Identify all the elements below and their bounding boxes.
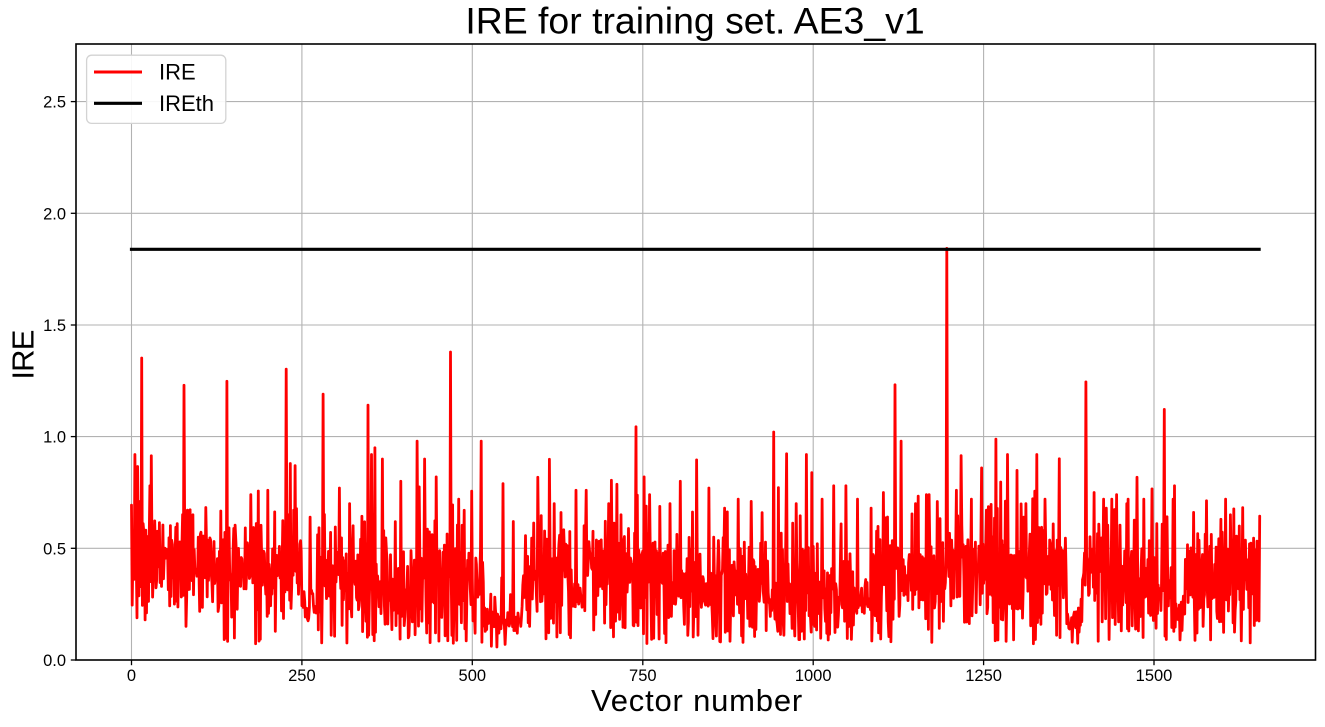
- svg-text:IRE for training set. AE3_v1: IRE for training set. AE3_v1: [465, 0, 924, 42]
- svg-text:1500: 1500: [1136, 667, 1173, 685]
- svg-text:IRE: IRE: [159, 60, 196, 85]
- svg-text:500: 500: [459, 667, 487, 685]
- svg-text:0.0: 0.0: [43, 652, 66, 670]
- svg-text:IRE: IRE: [6, 330, 41, 379]
- svg-text:0: 0: [127, 667, 136, 685]
- svg-text:2.0: 2.0: [43, 205, 66, 223]
- svg-text:2.5: 2.5: [43, 94, 66, 112]
- svg-text:Vector number: Vector number: [591, 683, 803, 718]
- svg-text:1250: 1250: [965, 667, 1002, 685]
- svg-text:1.5: 1.5: [43, 317, 66, 335]
- svg-text:750: 750: [629, 667, 657, 685]
- svg-text:0.5: 0.5: [43, 540, 66, 558]
- svg-text:IREth: IREth: [159, 91, 214, 116]
- svg-text:1.0: 1.0: [43, 429, 66, 447]
- svg-text:1000: 1000: [795, 667, 832, 685]
- svg-text:250: 250: [288, 667, 316, 685]
